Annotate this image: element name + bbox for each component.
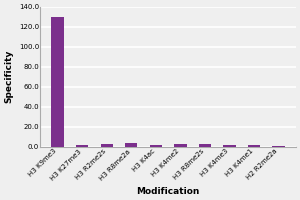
Bar bbox=[100, 144, 113, 147]
Y-axis label: Specificity: Specificity bbox=[4, 50, 13, 103]
Bar bbox=[248, 145, 260, 147]
Bar bbox=[125, 143, 137, 147]
Bar bbox=[51, 17, 64, 147]
Bar bbox=[174, 144, 187, 147]
Bar bbox=[224, 145, 236, 147]
X-axis label: Modification: Modification bbox=[136, 187, 200, 196]
Bar bbox=[76, 145, 88, 147]
Bar bbox=[272, 146, 285, 147]
Bar bbox=[150, 145, 162, 147]
Bar bbox=[199, 144, 211, 147]
